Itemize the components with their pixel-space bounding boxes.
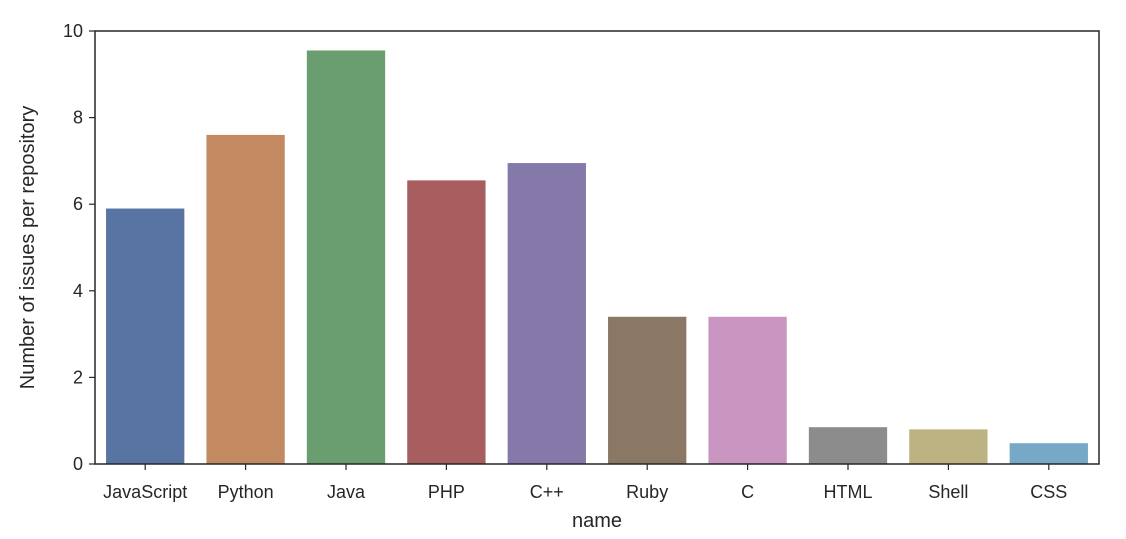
bar-php	[407, 180, 486, 464]
x-tick-label: Shell	[928, 482, 968, 502]
x-tick-label: C++	[530, 482, 564, 502]
x-tick-label: PHP	[428, 482, 465, 502]
bar-shell	[909, 429, 988, 464]
y-tick-label: 8	[73, 108, 83, 128]
y-axis: 0 2 4 6 8 10	[63, 21, 95, 474]
y-axis-label: Number of issues per repository	[17, 106, 39, 389]
x-tick-label: CSS	[1030, 482, 1067, 502]
bar-c	[708, 316, 787, 464]
y-tick-label: 10	[63, 21, 83, 41]
x-tick-label: Java	[327, 482, 366, 502]
plot-frame	[94, 30, 1100, 465]
x-tick-label: Python	[218, 482, 274, 502]
bar-c-	[507, 163, 586, 464]
y-tick-label: 0	[73, 454, 83, 474]
bar-html	[808, 427, 888, 464]
bar-java	[306, 50, 386, 464]
x-tick-label: Ruby	[626, 482, 668, 502]
y-tick-label: 4	[73, 281, 83, 301]
bar-css	[1009, 443, 1088, 464]
y-tick-label: 2	[73, 367, 83, 387]
bar-ruby	[608, 316, 687, 464]
x-tick-label: HTML	[824, 482, 873, 502]
x-axis-label: name	[572, 510, 622, 532]
bar-python	[206, 134, 285, 465]
x-axis: JavaScript Python Java PHP C++ Ruby C HTML Shell…	[103, 464, 1067, 502]
bar-javascript	[106, 208, 185, 464]
x-tick-label: JavaScript	[103, 482, 187, 502]
bars-group	[106, 50, 1088, 465]
x-tick-label: C	[741, 482, 754, 502]
y-tick-label: 6	[73, 194, 83, 214]
